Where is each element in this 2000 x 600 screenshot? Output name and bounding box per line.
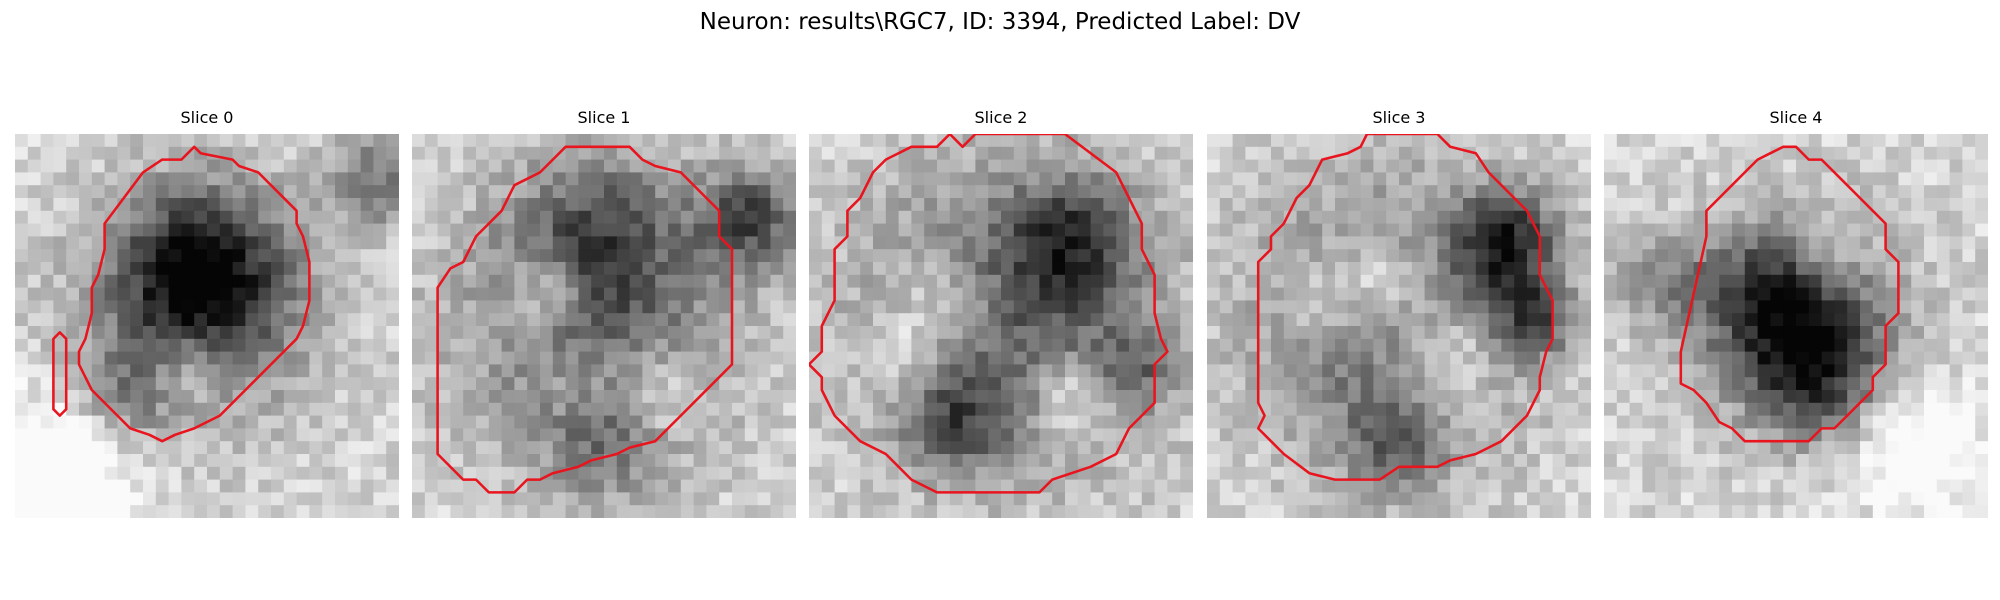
pixel-grid — [412, 134, 796, 518]
slice-title-4: Slice 4 — [1769, 108, 1823, 127]
slice-image-2 — [809, 134, 1193, 518]
figure-title: Neuron: results\RGC7, ID: 3394, Predicte… — [699, 9, 1301, 35]
slice-title-2: Slice 2 — [974, 108, 1028, 127]
cell-contour — [1256, 134, 1554, 481]
cell-contour — [436, 145, 734, 494]
cell-contour — [52, 145, 311, 443]
slice-title-0: Slice 0 — [180, 108, 234, 127]
cell-contour — [1679, 145, 1900, 443]
cell-contour — [809, 134, 1169, 494]
slice-title-3: Slice 3 — [1372, 108, 1426, 127]
slice-title-1: Slice 1 — [577, 108, 631, 127]
pixel-grid — [1604, 134, 1988, 518]
slice-image-0 — [15, 134, 399, 518]
pixel-grid — [809, 134, 1193, 518]
pixel-grid — [1207, 134, 1591, 518]
slice-image-1 — [412, 134, 796, 518]
pixel-grid — [15, 134, 399, 518]
slice-image-4 — [1604, 134, 1988, 518]
slice-image-3 — [1207, 134, 1591, 518]
